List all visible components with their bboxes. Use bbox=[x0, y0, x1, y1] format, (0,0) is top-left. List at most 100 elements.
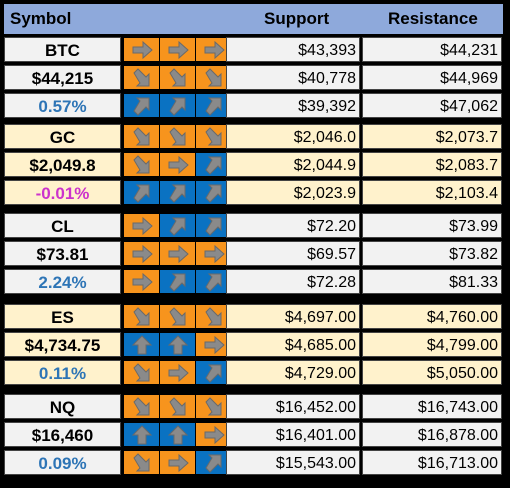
trend-right-icon bbox=[196, 423, 231, 446]
support-value: $40,778 bbox=[226, 65, 360, 90]
table-row: 0.11% $4,729.00 $5,050.00 bbox=[4, 360, 503, 385]
table-row: BTC $43,393 $44,231 bbox=[4, 37, 503, 62]
resistance-value: $44,969 bbox=[362, 65, 502, 90]
resistance-value: $2,073.7 bbox=[362, 124, 502, 149]
support-value: $4,697.00 bbox=[226, 304, 360, 329]
trend-down-right-icon bbox=[124, 125, 159, 148]
resistance-value: $44,231 bbox=[362, 37, 502, 62]
trend-up-right-icon bbox=[124, 94, 159, 117]
support-value: $4,685.00 bbox=[226, 332, 360, 357]
trend-right-icon bbox=[124, 214, 159, 237]
trend-up-icon bbox=[160, 423, 195, 446]
trend-up-right-icon bbox=[196, 181, 231, 204]
table-row: $4,734.75 $4,685.00 $4,799.00 bbox=[4, 332, 503, 357]
trend-up-right-icon bbox=[196, 94, 231, 117]
trend-up-right-icon bbox=[196, 214, 231, 237]
trend-up-icon bbox=[124, 333, 159, 356]
resistance-value: $16,713.00 bbox=[362, 450, 502, 475]
trend-down-right-icon bbox=[124, 153, 159, 176]
resistance-value: $81.33 bbox=[362, 269, 502, 294]
support-value: $39,392 bbox=[226, 93, 360, 118]
resistance-value: $73.99 bbox=[362, 213, 502, 238]
support-value: $43,393 bbox=[226, 37, 360, 62]
trend-up-right-icon bbox=[196, 361, 231, 384]
trend-right-icon bbox=[124, 38, 159, 61]
trend-down-right-icon bbox=[160, 125, 195, 148]
symbol-header: Symbol bbox=[10, 9, 72, 28]
trend-right-icon bbox=[160, 242, 195, 265]
trend-down-right-icon bbox=[196, 125, 231, 148]
symbol-block: BTC $43,393 $44,231 $44,215 $40,778 $44,969 0.… bbox=[4, 37, 503, 121]
resistance-value: $73.82 bbox=[362, 241, 502, 266]
trend-up-icon bbox=[124, 423, 159, 446]
last-price: $2,049.8 bbox=[4, 152, 121, 177]
trend-down-right-icon bbox=[124, 395, 159, 418]
trend-down-right-icon bbox=[196, 66, 231, 89]
trend-up-right-icon bbox=[196, 451, 231, 474]
trend-down-right-icon bbox=[124, 305, 159, 328]
trend-down-right-icon bbox=[124, 451, 159, 474]
trend-down-right-icon bbox=[196, 305, 231, 328]
trend-up-right-icon bbox=[160, 214, 195, 237]
symbol-block: NQ $16,452.00 $16,743.00 $16,460 $16,401.00 $… bbox=[4, 394, 503, 478]
table-row: 0.57% $39,392 $47,062 bbox=[4, 93, 503, 118]
trend-right-icon bbox=[160, 361, 195, 384]
trend-down-right-icon bbox=[160, 305, 195, 328]
symbol-name: BTC bbox=[4, 37, 121, 62]
trend-up-right-icon bbox=[160, 270, 195, 293]
trend-right-icon bbox=[196, 333, 231, 356]
trend-right-icon bbox=[196, 38, 231, 61]
table-row: NQ $16,452.00 $16,743.00 bbox=[4, 394, 503, 419]
support-value: $2,046.0 bbox=[226, 124, 360, 149]
resistance-value: $2,083.7 bbox=[362, 152, 502, 177]
resistance-header: Resistance bbox=[388, 9, 478, 28]
trend-up-right-icon bbox=[160, 94, 195, 117]
table-row: $16,460 $16,401.00 $16,878.00 bbox=[4, 422, 503, 447]
trend-up-icon bbox=[160, 333, 195, 356]
support-value: $2,044.9 bbox=[226, 152, 360, 177]
table-row: -0.01% $2,023.9 $2,103.4 bbox=[4, 180, 503, 205]
support-value: $69.57 bbox=[226, 241, 360, 266]
table-row: $44,215 $40,778 $44,969 bbox=[4, 65, 503, 90]
symbol-name: ES bbox=[4, 304, 121, 329]
support-value: $16,452.00 bbox=[226, 394, 360, 419]
support-value: $15,543.00 bbox=[226, 450, 360, 475]
trend-down-right-icon bbox=[160, 395, 195, 418]
support-value: $16,401.00 bbox=[226, 422, 360, 447]
support-value: $4,729.00 bbox=[226, 360, 360, 385]
trend-up-right-icon bbox=[196, 153, 231, 176]
table-row: $2,049.8 $2,044.9 $2,083.7 bbox=[4, 152, 503, 177]
resistance-value: $5,050.00 bbox=[362, 360, 502, 385]
table-row: 0.09% $15,543.00 $16,713.00 bbox=[4, 450, 503, 475]
resistance-value: $4,760.00 bbox=[362, 304, 502, 329]
support-value: $72.28 bbox=[226, 269, 360, 294]
table-header: Symbol Support Resistance bbox=[4, 4, 503, 34]
trend-up-right-icon bbox=[196, 270, 231, 293]
trend-right-icon bbox=[160, 38, 195, 61]
trend-right-icon bbox=[160, 153, 195, 176]
change-percent: 0.57% bbox=[4, 93, 121, 118]
symbol-block: ES $4,697.00 $4,760.00 $4,734.75 $4,685.00 $4… bbox=[4, 304, 503, 388]
symbol-name: CL bbox=[4, 213, 121, 238]
trend-right-icon bbox=[124, 270, 159, 293]
trend-down-right-icon bbox=[124, 66, 159, 89]
trend-right-icon bbox=[124, 242, 159, 265]
change-percent: 0.09% bbox=[4, 450, 121, 475]
last-price: $4,734.75 bbox=[4, 332, 121, 357]
change-percent: -0.01% bbox=[4, 180, 121, 205]
resistance-value: $47,062 bbox=[362, 93, 502, 118]
table-row: $73.81 $69.57 $73.82 bbox=[4, 241, 503, 266]
table-row: 2.24% $72.28 $81.33 bbox=[4, 269, 503, 294]
table-row: CL $72.20 $73.99 bbox=[4, 213, 503, 238]
trend-up-right-icon bbox=[124, 181, 159, 204]
last-price: $44,215 bbox=[4, 65, 121, 90]
resistance-value: $2,103.4 bbox=[362, 180, 502, 205]
symbol-block: CL $72.20 $73.99 $73.81 $69.57 $73.82 2.24% $72… bbox=[4, 213, 503, 297]
resistance-value: $16,743.00 bbox=[362, 394, 502, 419]
table-row: GC $2,046.0 $2,073.7 bbox=[4, 124, 503, 149]
symbol-block: GC $2,046.0 $2,073.7 $2,049.8 $2,044.9 $2,083… bbox=[4, 124, 503, 208]
support-header: Support bbox=[264, 9, 330, 28]
support-value: $72.20 bbox=[226, 213, 360, 238]
support-value: $2,023.9 bbox=[226, 180, 360, 205]
